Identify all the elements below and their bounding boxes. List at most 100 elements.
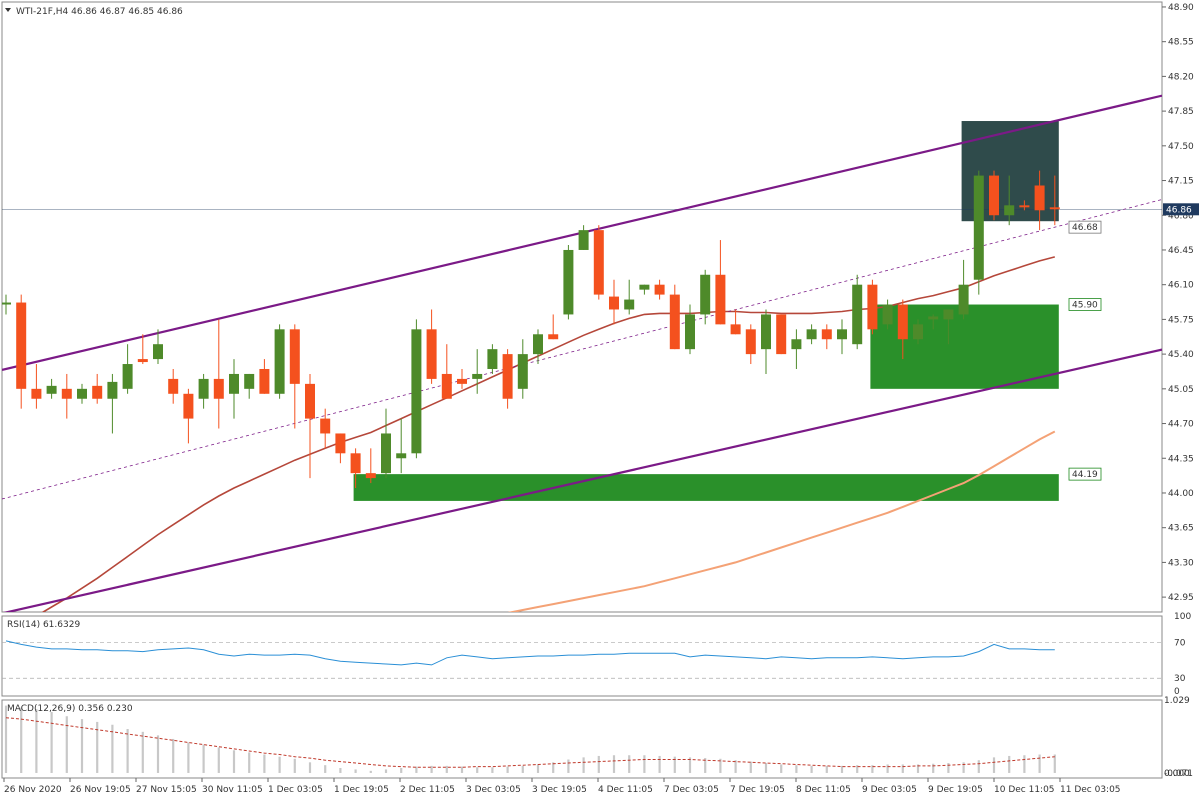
x-tick-label: 9 Dec 19:05 (928, 785, 983, 795)
rsi-label: RSI(14) 61.6329 (7, 620, 80, 630)
candle-body (92, 385, 103, 399)
level-label: 46.68 (1072, 223, 1098, 233)
x-tick-label: 3 Dec 19:05 (532, 785, 587, 795)
rsi-line (5, 640, 1055, 666)
candle-body (761, 314, 771, 350)
macd-panel-frame (1, 699, 1163, 779)
moving-average-slow (507, 430, 1056, 612)
price-panel (2, 94, 1162, 612)
candle-body (77, 388, 87, 399)
x-tick-label: 8 Dec 11:05 (796, 785, 851, 795)
y-tick-label: 47.85 (1168, 107, 1194, 117)
channel-mid-line (2, 199, 1162, 500)
candle-body (958, 284, 969, 315)
rsi-axis-label: 100 (1174, 612, 1191, 622)
price-content (2, 94, 1162, 612)
candle-body (578, 230, 589, 250)
candle-body (381, 433, 391, 474)
y-tick-label: 46.80 (1168, 211, 1194, 221)
panel-frames (1, 1, 1163, 779)
candle-body (320, 418, 331, 434)
candle-body (487, 349, 498, 369)
candle-body (350, 453, 361, 474)
candle-body (517, 354, 528, 389)
x-tick-label: 1 Dec 03:05 (268, 785, 323, 795)
candle-body (502, 354, 513, 399)
candle-body (274, 329, 285, 394)
moving-average-fast (41, 256, 1056, 612)
y-tick-label: 43.65 (1168, 524, 1194, 534)
candle-body (365, 473, 376, 479)
rsi-panel: RSI(14) 61.6329 (2, 620, 1162, 679)
candle-body (973, 175, 984, 280)
x-tick-label: 11 Dec 03:05 (1060, 785, 1121, 795)
candle-body (563, 249, 574, 315)
candle-body (61, 388, 72, 399)
candle-body (609, 296, 619, 310)
candle-body (913, 324, 923, 340)
candle-body (198, 378, 209, 399)
macd-axis-label: 1.029 (1164, 696, 1190, 706)
x-tick-label: 4 Dec 11:05 (598, 785, 653, 795)
y-tick-label: 42.95 (1168, 593, 1194, 603)
level-label: 45.90 (1072, 301, 1098, 311)
y-tick-label: 47.15 (1168, 177, 1194, 187)
candle-body (1019, 205, 1030, 208)
macd-label: MACD(12,26,9) 0.356 0.230 (7, 704, 133, 714)
candle-body (259, 368, 270, 394)
y-tick-label: 45.75 (1168, 315, 1194, 325)
candle-body (867, 284, 878, 330)
y-tick-label: 47.50 (1168, 142, 1194, 152)
candle-body (806, 329, 817, 340)
y-tick-label: 44.35 (1168, 454, 1194, 464)
candle-body (897, 304, 908, 340)
candle-body (31, 388, 42, 399)
candle-body (593, 230, 604, 295)
candle-body (411, 329, 422, 454)
y-tick-label: 44.70 (1168, 420, 1194, 430)
candle-body (989, 175, 999, 216)
macd-panel: MACD(12,26,9) 0.356 0.230 (4, 704, 1056, 773)
candle-body (305, 383, 315, 419)
candle-body (882, 304, 893, 325)
y-tick-label: 48.20 (1168, 72, 1194, 82)
macd-axis-label: -0.071 (1164, 769, 1193, 779)
level-label-box (1068, 298, 1102, 311)
current-price-tag (1163, 203, 1199, 216)
rsi-panel-frame (1, 615, 1163, 697)
candle-body (2, 302, 11, 305)
candle-body (289, 329, 300, 384)
candle-body (441, 373, 452, 399)
current-price-text: 46.86 (1166, 205, 1192, 215)
candle-body (928, 316, 939, 320)
x-tick-label: 27 Nov 15:05 (136, 785, 197, 795)
macd-signal-line (5, 717, 1055, 768)
y-tick-label: 44.00 (1168, 489, 1194, 499)
channel-lower-line (3, 348, 1162, 612)
candle-body (639, 284, 650, 290)
x-tick-label: 9 Dec 03:05 (862, 785, 917, 795)
candle-body (426, 329, 437, 379)
collapse-arrow-icon[interactable] (5, 8, 11, 12)
candle-body (837, 329, 847, 340)
rsi-axis-label: 0 (1174, 687, 1180, 697)
x-tick-label: 30 Nov 11:05 (202, 785, 263, 795)
x-tick-label: 26 Nov 2020 (4, 785, 62, 795)
candle-body (715, 274, 726, 325)
candle-body (654, 284, 665, 295)
symbol-header: WTI-21F,H4 46.86 46.87 46.85 46.86 (16, 7, 183, 17)
candle-body (1004, 205, 1015, 216)
candle-body (244, 373, 255, 389)
x-tick-label: 1 Dec 19:05 (334, 785, 389, 795)
candle-body (153, 344, 163, 360)
candle-body (168, 378, 179, 394)
candle-body (548, 334, 559, 340)
candle-body (669, 294, 680, 350)
candle-body (396, 453, 407, 459)
y-tick-label: 46.45 (1168, 246, 1194, 256)
candle-body (213, 378, 224, 399)
candle-body (852, 284, 863, 345)
y-tick-label: 48.55 (1168, 38, 1194, 48)
